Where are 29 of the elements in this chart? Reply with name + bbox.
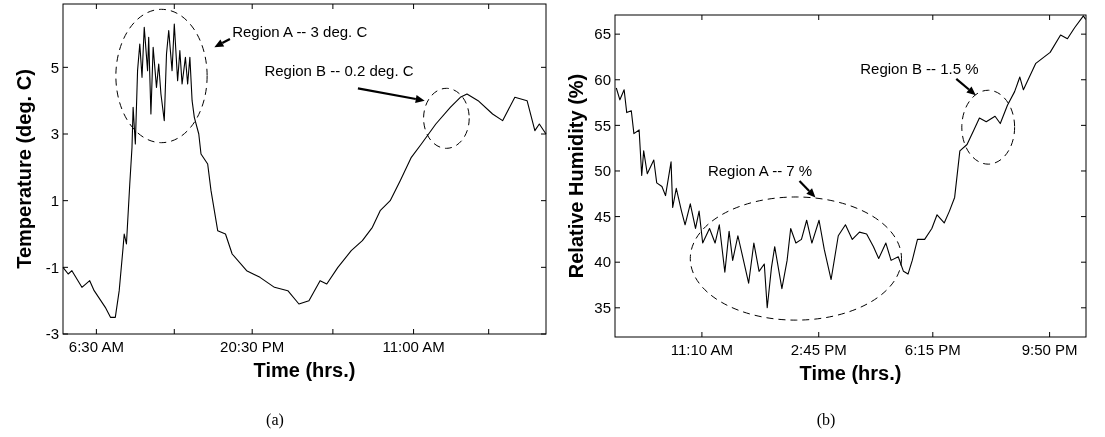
annotation: Region A -- 7 % [707,161,813,179]
y-tick-label: 55 [594,116,611,134]
x-axis-title: Time (hrs.) [799,362,902,384]
y-axis-title: Relative Humidity (%) [565,73,587,279]
x-tick-label: 20:30 PM [220,338,285,355]
y-tick-label: 40 [594,253,611,271]
y-tick-label: 5 [50,58,59,76]
x-tick-label: 11:00 AM [382,338,445,355]
annotation: Region B -- 0.2 deg. C [264,62,414,79]
x-tick-label: 2:45 PM [790,341,847,358]
y-tick-label: -3 [45,325,59,343]
y-tick-label: 45 [594,207,611,225]
text: (b) [816,411,836,429]
x-tick-label: 11:10 AM [670,341,734,358]
y-tick-label: 1 [50,191,59,209]
x-axis-title: Time (hrs.) [253,359,356,381]
x-tick-label: 6:30 AM [68,338,124,355]
y-tick-label: 50 [594,162,611,180]
y-tick-label: 35 [594,299,611,317]
y-tick-label: 60 [594,71,611,89]
y-tick-label: 65 [594,25,611,43]
y-tick-label: 3 [50,125,59,143]
text: (a) [266,411,284,429]
annotation: Region A -- 3 deg. C [232,23,368,41]
y-axis-title: Temperature (deg. C) [13,69,35,269]
x-tick-label: 6:15 PM [904,341,961,358]
x-tick-label: 9:50 PM [1021,341,1078,358]
annotation: Region B -- 1.5 % [860,60,979,78]
y-tick-label: -1 [45,258,59,276]
